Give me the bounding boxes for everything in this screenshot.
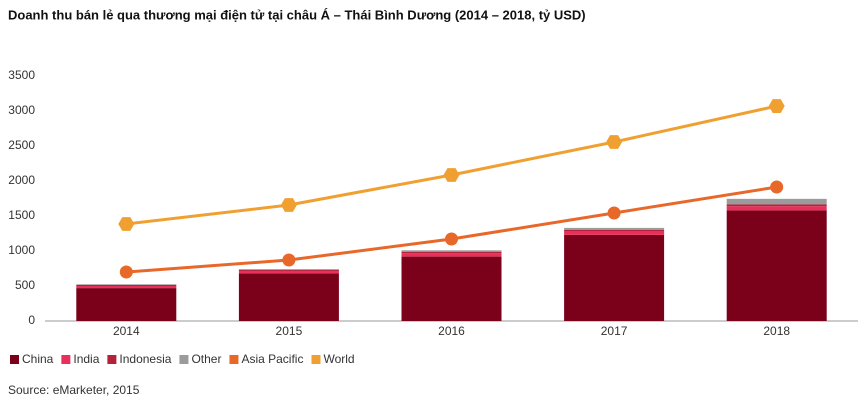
legend-swatch [10,355,19,364]
bar-segment [564,230,665,232]
bar-segment [238,269,339,271]
legend-label: Indonesia [119,352,171,366]
x-tick-label: 2015 [276,324,303,338]
x-tick-label: 2017 [601,324,628,338]
marker [443,168,460,182]
bar-segment [564,227,665,230]
bar-segment [726,198,827,205]
bar-segment [238,273,339,321]
bar-segment [564,231,665,235]
bar-segment [76,284,177,286]
y-tick-label: 3500 [8,68,35,82]
bar-segment [76,288,177,321]
bar-segment [76,286,177,289]
bar-segment [564,234,665,321]
y-tick-label: 0 [28,313,35,327]
x-tick-label: 2018 [763,324,790,338]
y-tick-label: 500 [15,278,35,292]
y-tick-label: 3000 [8,103,35,117]
marker [119,265,133,279]
y-tick-label: 1500 [8,208,35,222]
bar-segment [401,253,502,257]
bar-segment [726,204,827,207]
legend-label: China [22,352,54,366]
bar-segment [401,250,502,252]
source: Source: eMarketer, 2015 [8,383,140,397]
chart-title: Doanh thu bán lẻ qua thương mại điện tử … [8,7,586,22]
bar-segment [401,256,502,321]
legend-swatch [107,355,117,364]
bar-segment [238,269,339,270]
legend-label: India [73,352,99,366]
legend-swatch [179,355,189,364]
bar-segment [76,284,177,285]
legend-swatch [311,355,321,364]
marker [770,180,784,194]
marker [280,198,297,212]
bar-segment [726,210,827,321]
marker [607,206,621,220]
marker [118,217,135,231]
y-tick-label: 2000 [8,173,35,187]
bar-segment [238,270,339,274]
marker [282,253,296,267]
marker [445,232,458,246]
line [126,104,778,226]
bar-segment [401,251,502,254]
legend-label: Asia Pacific [241,352,303,366]
y-tick-label: 1000 [8,243,35,257]
legend-swatch [61,355,71,364]
x-tick-label: 2016 [438,324,465,338]
x-tick-label: 2014 [113,324,140,338]
legend-label: World [323,352,354,366]
marker [606,135,623,149]
legend-swatch [229,355,239,364]
bar-segment [726,206,827,211]
y-tick-label: 2500 [8,138,35,152]
legend-label: Other [191,352,221,366]
marker [768,99,785,113]
